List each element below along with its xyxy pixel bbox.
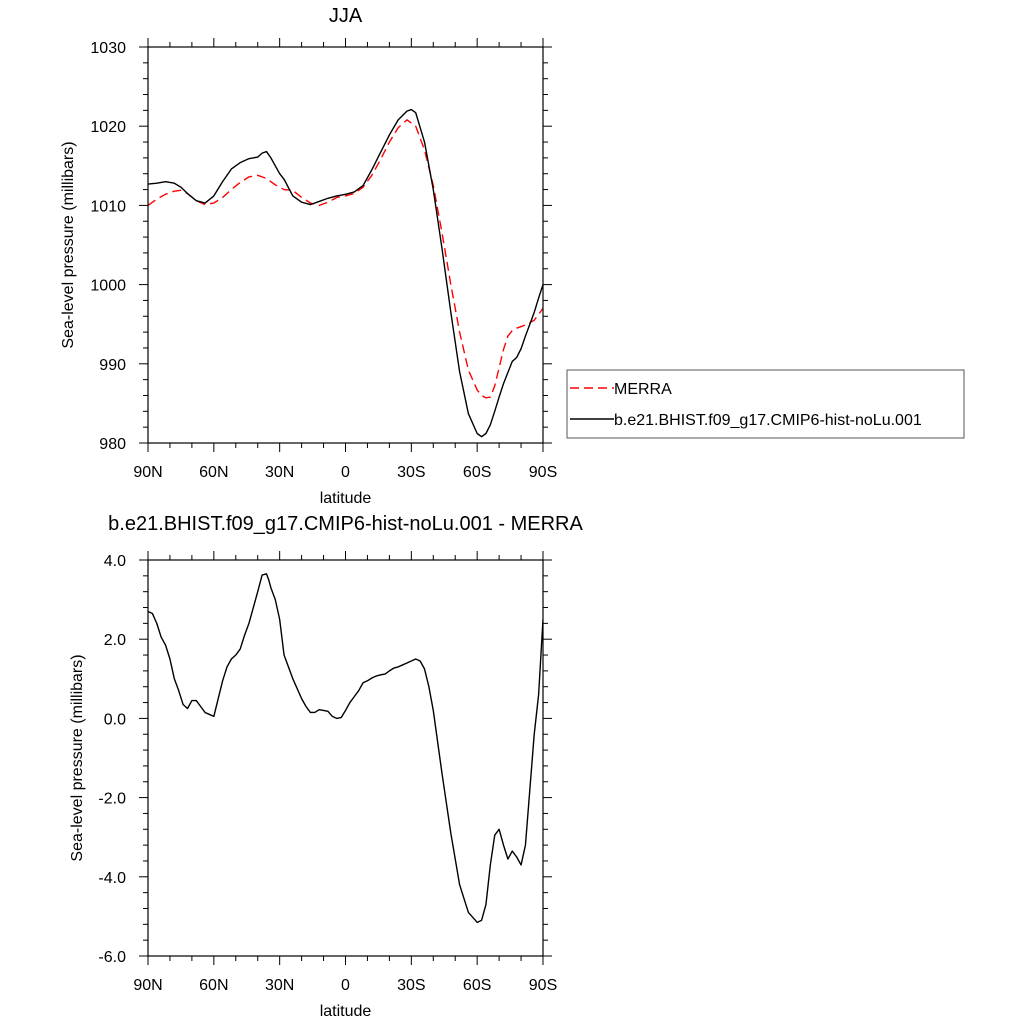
chart-panel-1: JJA 90N 60N 30N 0 30S 60S 90S 980 990 1000 1010 1020… <box>60 5 557 507</box>
x-tick-label: 90N <box>133 977 162 994</box>
x-tick-label: 60N <box>199 977 228 994</box>
x-tick-label: 30S <box>397 977 425 994</box>
y-tick-label: 0.0 <box>104 711 126 728</box>
series-line-merra <box>148 119 543 399</box>
x-tick-label: 30N <box>265 977 294 994</box>
x-tick-label: 60N <box>199 464 228 481</box>
legend-box <box>566 369 965 439</box>
y-tick-label: 2.0 <box>104 632 126 649</box>
x-tick-label: 90N <box>133 464 162 481</box>
x-tick-label: 90S <box>529 977 557 994</box>
x-tick-label: 0 <box>341 977 350 994</box>
series-line-b-e21-bhist-f09-g17-cmip6-hist-nolu-001 <box>148 108 543 438</box>
y-axis-label: Sea-level pressure (millibars) <box>60 141 77 348</box>
y-tick-label: -4.0 <box>98 870 126 887</box>
y-tick-label: 1020 <box>90 119 126 136</box>
x-tick-label: 30S <box>397 464 425 481</box>
y-tick-label: 1000 <box>90 278 126 295</box>
y-tick-label: 1030 <box>90 40 126 57</box>
y-tick-label: -6.0 <box>98 949 126 966</box>
x-tick-label: 30N <box>265 464 294 481</box>
legend-entry: MERRA <box>614 381 672 398</box>
chart-panel-2: b.e21.BHIST.f09_g17.CMIP6-hist-noLu.001 … <box>69 513 583 1020</box>
y-tick-label: 4.0 <box>104 553 126 570</box>
chart-title: JJA <box>329 5 363 27</box>
chart-title: b.e21.BHIST.f09_g17.CMIP6-hist-noLu.001 … <box>108 513 583 535</box>
series-line-difference <box>148 573 543 924</box>
y-tick-label: -2.0 <box>98 791 126 808</box>
plot-frame <box>147 559 544 957</box>
plot-frame <box>147 46 544 444</box>
x-axis-label: latitude <box>320 1003 372 1020</box>
x-tick-label: 90S <box>529 464 557 481</box>
x-axis-label: latitude <box>320 490 372 507</box>
y-axis-label: Sea-level pressure (millibars) <box>69 654 86 861</box>
legend-entry: b.e21.BHIST.f09_g17.CMIP6-hist-noLu.001 <box>614 412 922 429</box>
legend: MERRA b.e21.BHIST.f09_g17.CMIP6-hist-noLu… <box>566 369 965 439</box>
y-tick-label: 990 <box>99 357 126 374</box>
x-tick-label: 60S <box>463 977 491 994</box>
y-tick-label: 980 <box>99 436 126 453</box>
x-tick-label: 60S <box>463 464 491 481</box>
y-tick-label: 1010 <box>90 198 126 215</box>
x-tick-label: 0 <box>341 464 350 481</box>
